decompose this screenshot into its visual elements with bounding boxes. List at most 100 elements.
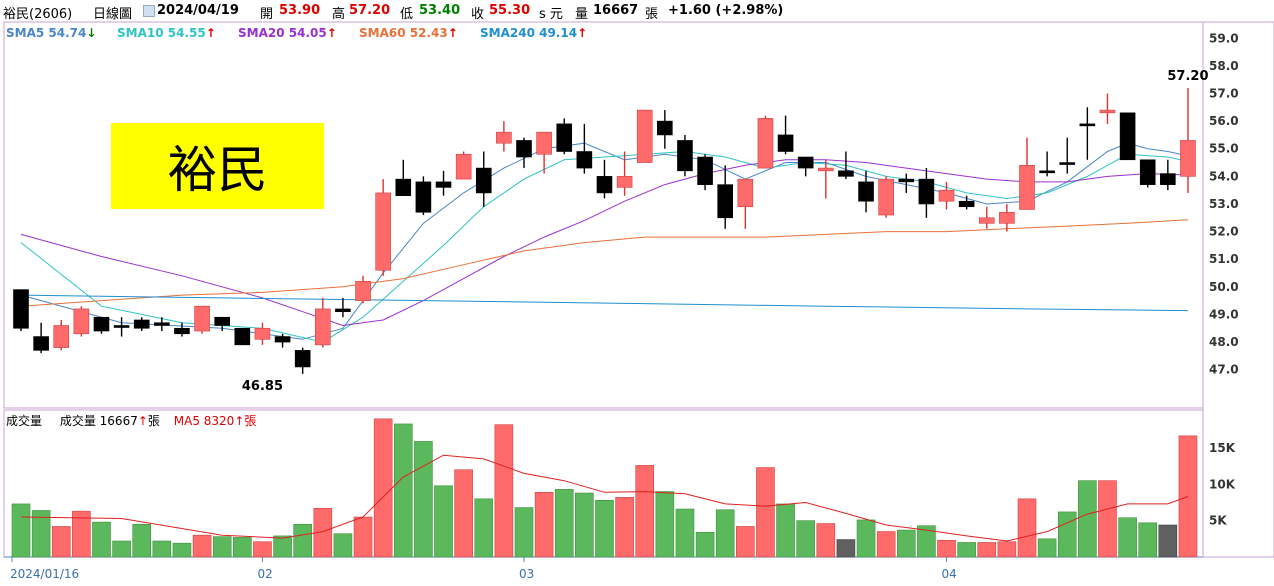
candle-body [335,308,351,312]
volume-tick-label: 15K [1209,441,1236,455]
sma240-line [20,294,1189,312]
price-tick-label: 56.0 [1209,114,1239,128]
volume-bar [635,465,655,558]
sma20-label: SMA20 54.05 [238,26,327,40]
candle-body [536,131,552,155]
price-tick-label: 53.0 [1209,197,1239,211]
sma20-arrow-icon: ↑ [326,26,337,40]
candle-body [576,151,593,169]
candle-body [1039,170,1055,174]
x-tick-label: 03 [519,567,534,581]
price-annotation: 57.20 [1167,69,1208,84]
volume-bar [655,491,675,558]
x-tick-label: 04 [942,567,957,581]
candle-body [978,217,995,224]
volume-bar [534,491,554,558]
open-label: 開 [260,7,274,22]
candle-body [918,178,935,205]
volume-bar [293,523,312,558]
volume-ma5-legend: MA5 8320 [173,414,235,428]
sma60-line [20,219,1189,307]
volume-bar [333,533,353,558]
candle-body [878,178,894,216]
close-value: 55.30 [489,3,531,18]
candle-body [999,211,1015,224]
volume-bar [876,531,896,558]
volume-ma5-line [20,454,1189,542]
price-tick-label: 59.0 [1209,31,1239,45]
sma5-label: SMA5 54.74 [6,26,87,40]
volume-bar [1138,522,1158,558]
volume-bar [917,525,936,558]
sma60-legend: SMA60 52.43↑ [359,26,458,40]
x-tick-label: 2024/01/16 [10,567,79,581]
candle-body [858,181,874,202]
candle-body [636,109,653,163]
candle-body [817,167,834,172]
candle-body [314,308,331,346]
candle-body [1059,162,1076,165]
volume-ma5-unit: 張 [244,414,257,428]
volume-legend: 成交量 成交量 16667↑張 MA5 8320↑張 [6,412,256,429]
volume-bar [1017,498,1037,558]
candle-body [214,316,230,326]
volume-bar [253,541,272,558]
candle-body [657,120,673,136]
open-value: 53.90 [279,3,321,18]
candle-body [797,156,814,169]
sma240-arrow-icon: ↑ [577,26,588,40]
volume-bar [192,534,212,558]
low-value: 53.40 [419,3,461,18]
chart-type-label[interactable]: 日線圖 [93,7,133,22]
candle-body [1079,123,1096,127]
volume-bar [675,508,695,558]
volume-bar [796,520,815,558]
volume-unit: 張 [645,7,659,22]
symbol-title: 裕民(2606) [3,7,73,22]
volume-bar [715,509,735,558]
volume-bar [1098,480,1117,558]
candle-body [938,189,955,202]
date-picker-icon[interactable] [143,5,155,17]
volume-bar [1158,524,1178,558]
volume-bar [575,492,594,558]
unit-label: s 元 [539,7,563,22]
volume-bar [776,503,795,558]
volume-bar [132,523,152,558]
price-tick-label: 49.0 [1209,307,1239,321]
candle-body [33,336,49,351]
candle-body [1119,112,1136,161]
candle-body [294,350,311,368]
volume-bar [393,423,413,558]
candle-body [616,176,633,188]
price-scale-frame [1202,21,1274,558]
candle-body [194,305,210,332]
volume-bar [1078,480,1097,558]
volume-legend-unit: 張 [147,414,160,428]
candle-body [113,325,130,328]
volume-label: 量 [575,7,589,22]
high-label: 高 [332,7,346,22]
candle-body [958,200,975,208]
candle-body [697,156,713,185]
change-value: +1.60 (+2.98%) [668,3,784,18]
sma240-label: SMA240 49.14 [480,26,578,40]
volume-bar [454,469,473,558]
candle-body [737,178,754,208]
candle-body [1099,109,1116,114]
candle-body [757,118,774,169]
volume-bar [836,539,856,558]
volume-tick-label: 5K [1209,514,1227,528]
volume-bar [856,519,876,558]
volume-bar [957,542,976,558]
sma240-legend: SMA240 49.14↑ [480,26,587,40]
candle-body [53,325,70,348]
candle-body [556,123,573,152]
volume-ma5-arrow-icon: ↑ [234,414,245,428]
volume-bar [434,485,453,558]
price-tick-label: 54.0 [1209,169,1239,183]
price-tick-label: 50.0 [1209,280,1239,294]
stock-name-overlay-text: 裕民 [167,141,268,199]
x-tick-label: 02 [257,567,272,581]
